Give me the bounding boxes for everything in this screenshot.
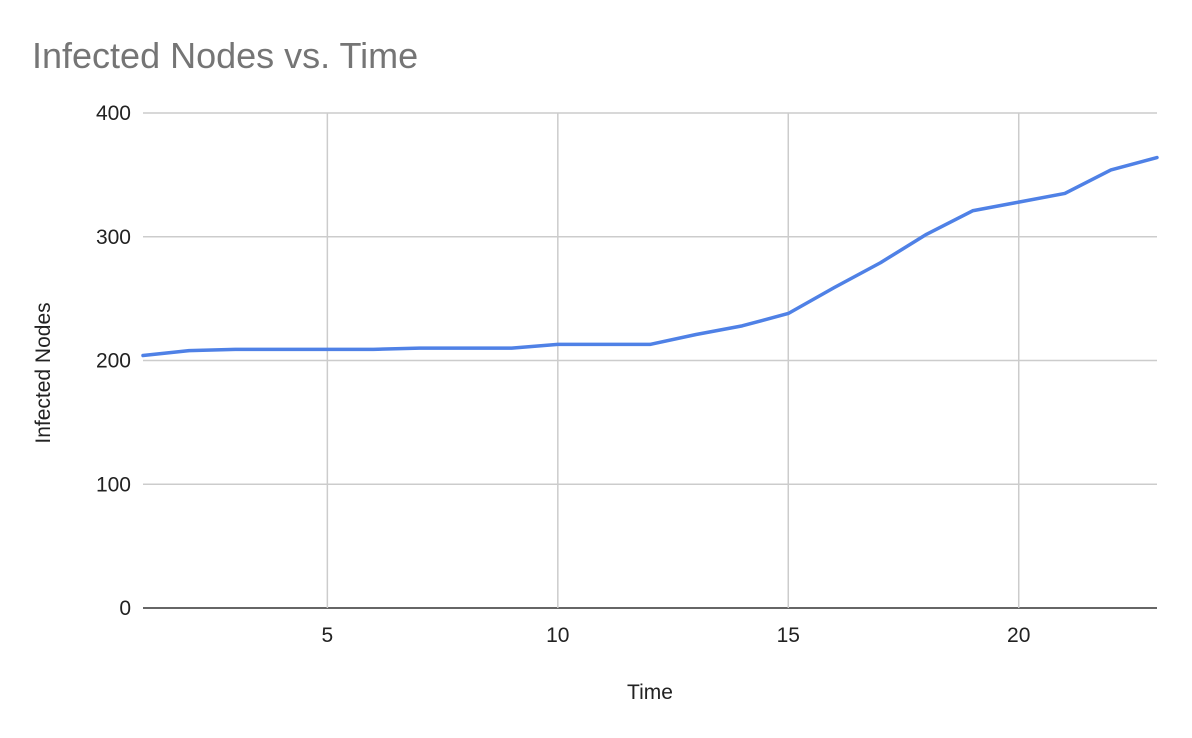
y-tick-label: 0	[119, 597, 131, 620]
axis-tick-labels: 0 100 200 300 400 5 10 15 20	[96, 102, 1030, 647]
gridlines	[143, 112, 1157, 609]
y-tick-label: 300	[96, 226, 131, 249]
series-layer	[141, 155, 1159, 358]
chart-title: Infected Nodes vs. Time	[32, 35, 418, 76]
x-axis-title: Time	[627, 681, 673, 704]
x-tick-label: 10	[546, 624, 569, 647]
x-tick-label: 20	[1007, 624, 1030, 647]
y-tick-label: 100	[96, 473, 131, 496]
series-line	[141, 155, 1159, 358]
y-axis-title: Infected Nodes	[32, 302, 55, 443]
y-tick-label: 200	[96, 350, 131, 373]
x-tick-label: 15	[777, 624, 800, 647]
x-tick-label: 5	[322, 624, 334, 647]
y-tick-label: 400	[96, 102, 131, 125]
